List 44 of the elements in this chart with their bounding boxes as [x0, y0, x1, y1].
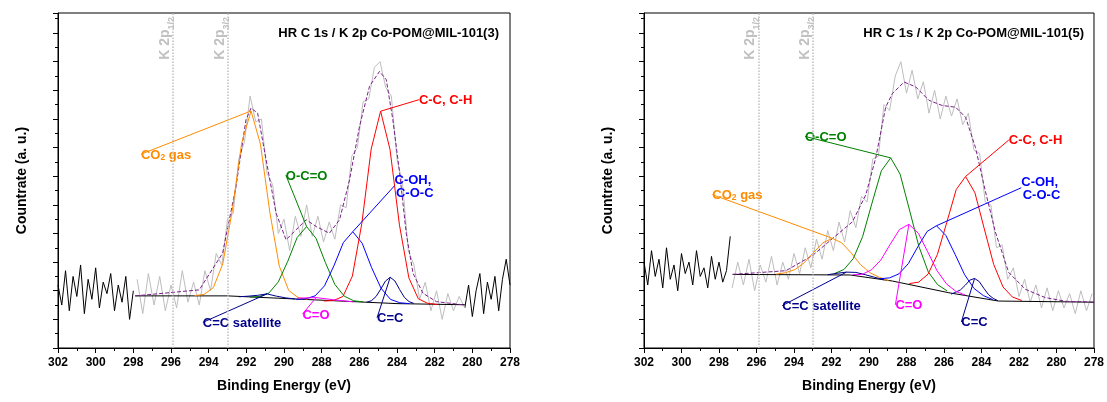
x-tick-label: 282: [424, 355, 445, 369]
x-tick-label: 278: [499, 355, 521, 369]
y-axis-title: Countrate (a. u.): [13, 126, 29, 235]
x-tick-label: 288: [311, 355, 332, 369]
series-label: C=C: [961, 314, 989, 330]
x-tick-label: 284: [386, 355, 408, 369]
text: C-OH, C-O-C: [394, 171, 435, 200]
legend-label: C-C, C-H: [418, 92, 473, 108]
series-label: C=C satellite: [782, 298, 861, 314]
x-tick-label: 286: [349, 355, 370, 369]
series-label: C=C satellite: [202, 314, 282, 330]
x-tick-label: 284: [971, 355, 992, 369]
x-tick-label: 302: [47, 355, 69, 369]
text: C=O: [895, 297, 923, 313]
x-tick-label: 296: [746, 355, 767, 369]
text: O-C=O: [285, 167, 328, 183]
x-tick-label: 292: [236, 355, 257, 369]
x-tick-label: 292: [821, 355, 842, 369]
series-label: C=C: [377, 310, 405, 326]
series-label: C=O: [302, 306, 330, 322]
x-axis-title: Binding Energy (eV): [217, 377, 351, 393]
x-tick-label: 278: [1083, 355, 1105, 369]
x-tick-label: 290: [858, 355, 880, 369]
y-axis-title: Countrate (a. u.): [599, 126, 615, 235]
x-tick-label: 288: [896, 355, 917, 369]
x-tick-label: 286: [933, 355, 955, 369]
x-tick-label: 296: [160, 355, 182, 369]
chart-title: HR C 1s / K 2p Co-POM@MIL-101(3): [278, 25, 499, 40]
text: C-C, C-H: [1008, 132, 1063, 148]
text: O-C=O: [804, 128, 847, 144]
x-tick-label: 298: [123, 355, 144, 369]
x-tick-label: 290: [273, 355, 295, 369]
text: C-OH, C-O-C: [1021, 173, 1062, 202]
x-tick-label: 302: [633, 355, 655, 369]
chart-title: HR C 1s / K 2p Co-POM@MIL-101(5): [863, 25, 1084, 40]
x-tick-label: 280: [462, 355, 483, 369]
x-tick-label: 282: [1008, 355, 1030, 369]
x-axis-title: Binding Energy (eV): [802, 377, 936, 393]
x-tick-label: 300: [671, 355, 692, 369]
x-tick-label: 280: [1046, 355, 1067, 369]
x-tick-label: 294: [783, 355, 805, 369]
x-tick-label: 300: [85, 355, 106, 369]
x-tick-label: 294: [198, 355, 219, 369]
x-tick-label: 298: [708, 355, 730, 369]
